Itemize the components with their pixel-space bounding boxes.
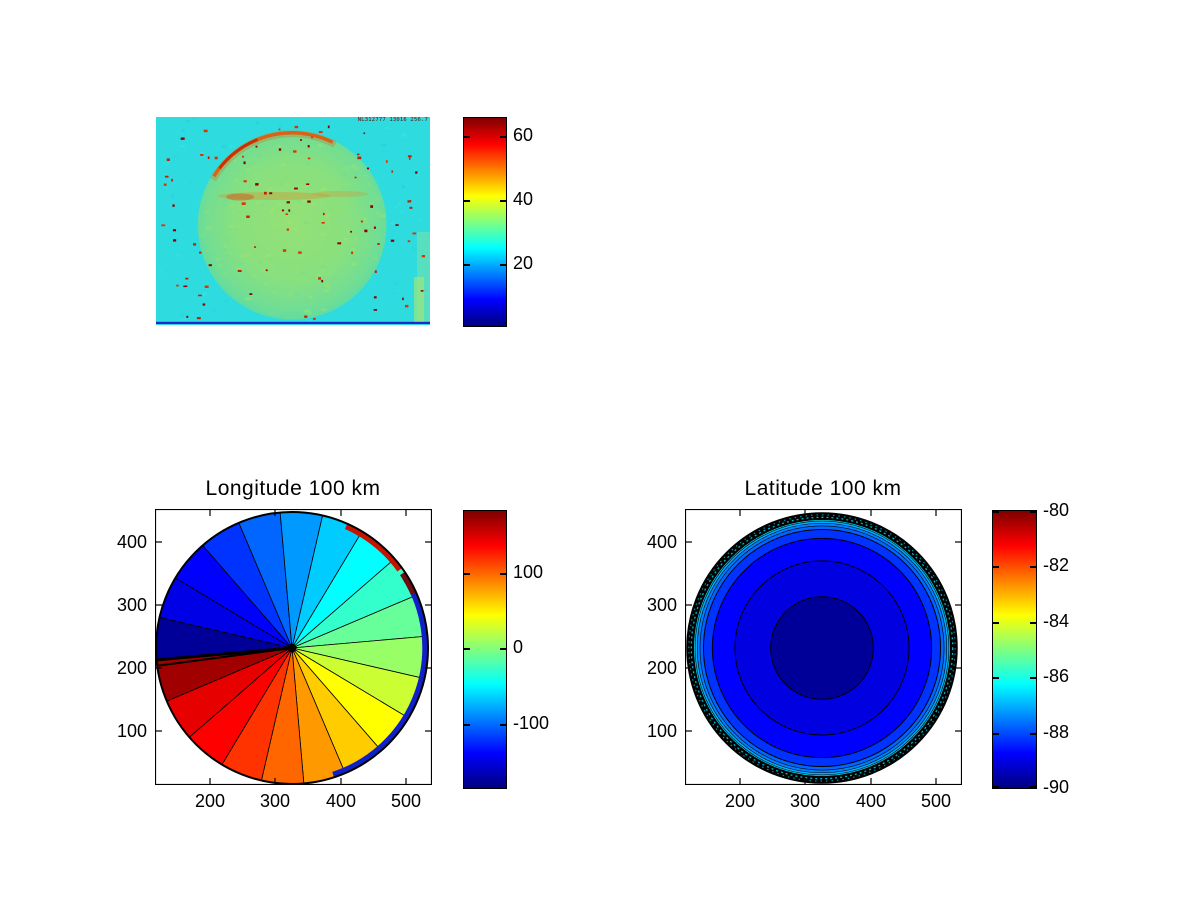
lat-colorbar-tick-label: -82 xyxy=(1043,555,1070,575)
colorbar-tick-mark xyxy=(464,573,470,575)
lat-colorbar-tick-label: -84 xyxy=(1043,611,1070,631)
colorbar-tick-mark xyxy=(500,648,506,650)
lat-ytick-label: 100 xyxy=(646,721,677,741)
image-colorbar xyxy=(463,117,507,327)
latitude-plot-title: Latitude 100 km xyxy=(744,477,902,500)
longitude-plot-title: Longitude 100 km xyxy=(205,477,381,500)
longitude-colorbar xyxy=(463,510,507,789)
colorbar-tick-mark xyxy=(500,724,506,726)
colorbar-tick-mark xyxy=(500,136,506,138)
lon-colorbar-tick-label: -100 xyxy=(513,713,550,733)
lon-xtick-label: 500 xyxy=(390,791,422,811)
lon-ytick-label: 300 xyxy=(116,595,147,615)
colorbar-tick-mark xyxy=(1030,566,1036,568)
colorbar-tick-mark xyxy=(500,264,506,266)
colorbar-tick-mark xyxy=(993,733,999,735)
colorbar-tick-mark xyxy=(1030,786,1036,788)
lat-colorbar-tick-label: -86 xyxy=(1043,666,1070,686)
colorbar-tick-mark xyxy=(464,200,470,202)
colorbar-tick-mark xyxy=(993,511,999,513)
colorbar-tick-mark xyxy=(993,566,999,568)
latitude-plot xyxy=(685,509,962,785)
colorbar-tick-mark xyxy=(1030,622,1036,624)
colorbar-tick-mark xyxy=(464,264,470,266)
lon-colorbar-tick-label: 0 xyxy=(513,637,524,657)
colorbar-tick-mark xyxy=(1030,677,1036,679)
lon-xtick-label: 300 xyxy=(259,791,291,811)
lat-colorbar-tick-label: -90 xyxy=(1043,777,1070,797)
lat-colorbar-tick-label: -88 xyxy=(1043,722,1070,742)
lon-ytick-label: 400 xyxy=(116,532,147,552)
colorbar-tick-mark xyxy=(464,648,470,650)
colorbar-tick-mark xyxy=(500,200,506,202)
lon-ytick-label: 100 xyxy=(116,721,147,741)
lon-xtick-label: 400 xyxy=(325,791,357,811)
lat-ytick-label: 300 xyxy=(646,595,677,615)
latitude-contour xyxy=(685,509,962,785)
image-stamp: NL312777 13016 256.7 xyxy=(357,117,428,123)
colorbar-tick-mark xyxy=(1030,733,1036,735)
colorbar-tick-mark xyxy=(993,622,999,624)
image-colorbar-tick-label: 20 xyxy=(513,253,534,273)
image-colorbar-tick-label: 60 xyxy=(513,125,534,145)
longitude-plot xyxy=(155,509,432,785)
colorbar-tick-mark xyxy=(464,136,470,138)
camera-image xyxy=(156,117,430,325)
lon-colorbar-tick-label: 100 xyxy=(513,562,544,582)
lat-ytick-label: 200 xyxy=(646,658,677,678)
lon-ytick-label: 200 xyxy=(116,658,147,678)
lat-xtick-label: 500 xyxy=(920,791,952,811)
lat-xtick-label: 300 xyxy=(789,791,821,811)
lat-ytick-label: 400 xyxy=(646,532,677,552)
colorbar-tick-mark xyxy=(993,677,999,679)
longitude-contour xyxy=(155,509,432,785)
colorbar-tick-mark xyxy=(500,573,506,575)
lat-colorbar-tick-label: -80 xyxy=(1043,500,1070,520)
lat-xtick-label: 400 xyxy=(855,791,887,811)
colorbar-tick-mark xyxy=(464,724,470,726)
lon-xtick-label: 200 xyxy=(194,791,226,811)
lat-xtick-label: 200 xyxy=(724,791,756,811)
camera-image-panel: NL312777 13016 256.7 xyxy=(156,117,430,325)
latitude-colorbar xyxy=(992,510,1037,789)
image-colorbar-tick-label: 40 xyxy=(513,189,534,209)
colorbar-tick-mark xyxy=(993,786,999,788)
colorbar-tick-mark xyxy=(1030,511,1036,513)
